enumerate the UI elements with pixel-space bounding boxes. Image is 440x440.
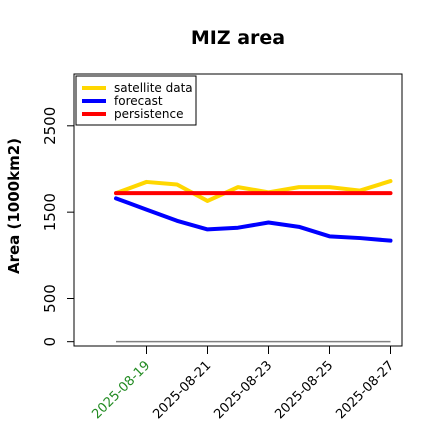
series-line-forecast bbox=[114, 196, 393, 243]
legend-label-persistence: persistence bbox=[114, 107, 183, 121]
x-axis: 2025-08-192025-08-212025-08-232025-08-25… bbox=[89, 345, 397, 422]
legend-label-forecast: forecast bbox=[114, 94, 163, 108]
y-tick-label-1500: 1500 bbox=[41, 193, 59, 231]
x-tick-label-0: 2025-08-19 bbox=[89, 358, 153, 422]
legend-label-satellite-data: satellite data bbox=[114, 81, 193, 95]
y-axis: 0 500 1500 2500 bbox=[41, 107, 75, 347]
chart-title: MIZ area bbox=[191, 27, 285, 49]
x-tick-label-4: 2025-08-27 bbox=[333, 358, 397, 422]
x-tick-label-2: 2025-08-23 bbox=[211, 358, 275, 422]
y-tick-label-2500: 2500 bbox=[41, 107, 59, 145]
y-tick-label-0: 0 bbox=[41, 337, 59, 347]
x-tick-label-3: 2025-08-25 bbox=[272, 358, 336, 422]
series-lines bbox=[114, 179, 393, 243]
x-tick-label-1: 2025-08-21 bbox=[150, 358, 214, 422]
y-tick-label-500: 500 bbox=[41, 284, 59, 313]
y-axis-label: Area (1000km2) bbox=[5, 138, 23, 274]
series-line-satellite-data bbox=[114, 179, 393, 203]
